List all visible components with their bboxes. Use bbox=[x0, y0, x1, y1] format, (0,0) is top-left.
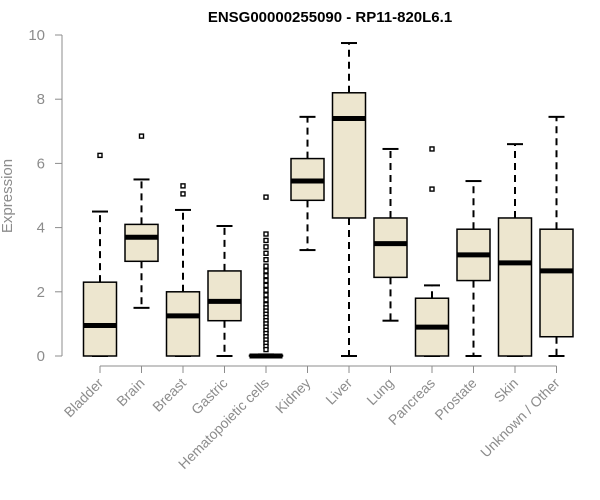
outlier-point bbox=[97, 152, 103, 159]
outlier-point bbox=[263, 263, 269, 269]
x-tick-label: Breast bbox=[149, 375, 189, 415]
x-tick-label: Brain bbox=[113, 375, 147, 409]
outlier-point bbox=[263, 194, 269, 200]
outlier-point bbox=[429, 186, 435, 192]
box-3 bbox=[165, 183, 201, 357]
x-tick-label: Kidney bbox=[272, 375, 314, 417]
box-iqr bbox=[539, 228, 574, 338]
box-iqr bbox=[331, 92, 367, 219]
chart-title: ENSG00000255090 - RP11-820L6.1 bbox=[208, 9, 452, 26]
box-iqr bbox=[497, 217, 533, 357]
x-tick-label: Lung bbox=[363, 375, 396, 408]
outlier-point bbox=[263, 257, 269, 263]
y-tick-label: 4 bbox=[37, 220, 45, 237]
y-tick-label: 0 bbox=[37, 348, 45, 365]
outlier-point bbox=[263, 346, 269, 353]
x-tick-label: Prostate bbox=[431, 375, 479, 423]
x-tick-label: Bladder bbox=[61, 375, 107, 421]
y-tick-label: 10 bbox=[28, 27, 45, 44]
y-tick-label: 6 bbox=[37, 155, 45, 172]
outlier-point bbox=[263, 273, 269, 279]
box-iqr bbox=[165, 291, 201, 357]
box-12 bbox=[539, 115, 574, 357]
outlier-point bbox=[180, 183, 186, 189]
y-tick-label: 2 bbox=[37, 284, 45, 301]
box-5 bbox=[248, 194, 284, 359]
y-axis-label: Expression bbox=[0, 159, 16, 233]
box-iqr bbox=[124, 223, 159, 263]
x-tick-label: Skin bbox=[491, 375, 522, 406]
box-1 bbox=[82, 152, 118, 357]
outlier-point bbox=[180, 191, 186, 197]
outlier-point bbox=[429, 146, 435, 152]
box-10 bbox=[456, 180, 491, 357]
outlier-point bbox=[263, 231, 269, 237]
y-tick-label: 8 bbox=[37, 91, 45, 108]
outlier-point bbox=[263, 237, 269, 244]
box-11 bbox=[497, 143, 533, 357]
box-iqr bbox=[373, 217, 408, 279]
y-axis: 0 2 4 6 8 10 bbox=[28, 27, 63, 365]
x-tick-label: Liver bbox=[322, 375, 355, 408]
outlier-point bbox=[263, 277, 269, 284]
box-8 bbox=[373, 147, 408, 322]
box-6 bbox=[290, 115, 325, 252]
outlier-point bbox=[263, 292, 269, 298]
outlier-point bbox=[263, 282, 269, 289]
box-9 bbox=[414, 146, 450, 357]
box-iqr bbox=[207, 270, 242, 322]
box-iqr bbox=[82, 281, 118, 357]
outlier-point bbox=[263, 297, 269, 303]
box-7 bbox=[331, 42, 367, 357]
outlier-point bbox=[263, 244, 269, 250]
outlier-point bbox=[138, 133, 145, 139]
boxes-layer bbox=[82, 42, 574, 359]
outlier-point bbox=[263, 287, 269, 293]
x-tick-label: Unknown / Other bbox=[477, 375, 563, 461]
outlier-point bbox=[263, 268, 269, 274]
outlier-point bbox=[263, 250, 269, 256]
box-4 bbox=[207, 224, 242, 357]
box-2 bbox=[124, 133, 159, 309]
